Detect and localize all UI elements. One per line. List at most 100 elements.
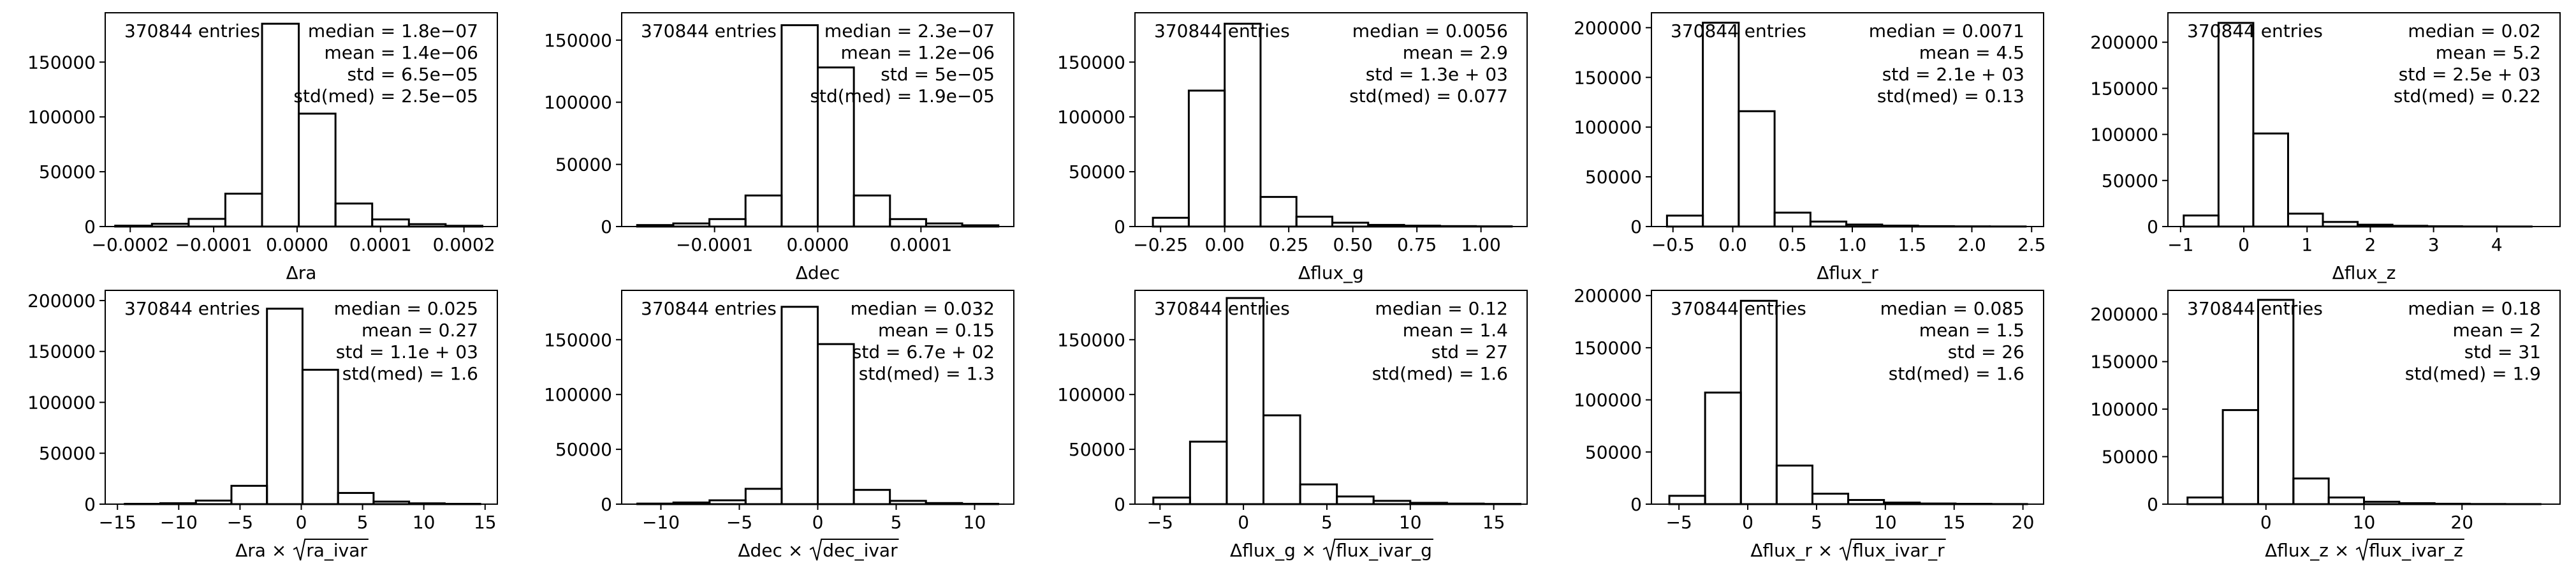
histogram-bar [1403,225,1441,228]
histogram-bar [1668,495,1706,505]
histogram-bar [187,218,226,228]
x-tick-label: 0.0001 [349,234,412,255]
histogram-bar [1367,223,1405,228]
x-tick-label: 0 [2260,512,2272,533]
histogram-bar [371,218,410,228]
histogram-bar [1809,220,1848,228]
histogram-bar [853,194,891,228]
histogram-panel-5: −1 0 1 2 3 4 0 50000 100000 150000 200000 370844 en… [2090,12,2561,283]
x-tick-label: 5 [1321,512,1333,533]
histogram-bar [301,368,339,505]
x-tick-label: −0.25 [1133,234,1188,255]
histogram-bar [1331,221,1370,228]
stat-line: mean = 5.2 [2436,42,2541,63]
histogram-panel-6: −15 −10 −5 0 5 10 15 0 50000 100000 150000 200000 37… [27,290,498,561]
histogram-bar [2292,477,2330,505]
y-tick-label: 150000 [2090,352,2158,373]
y-tick-label: 150000 [1057,52,1125,73]
y-tick-label: 0 [2147,216,2158,237]
y-tick-label: 200000 [1574,17,1642,38]
x-tick-label: 0.00 [1205,234,1245,255]
histogram-bar [1224,22,1262,228]
stat-line: mean = 0.27 [362,320,478,341]
histogram-bar [1262,414,1301,505]
histogram-bar [1881,225,1919,228]
stat-line: mean = 2.9 [1403,42,1508,63]
y-tick-label: 100000 [1574,390,1642,411]
histogram-bar [298,112,337,228]
histogram-panel-3: −0.25 0.00 0.25 0.50 0.75 1.00 0 50000 100000 150… [1057,12,1528,283]
y-tick-label: 0 [1630,494,1642,515]
histogram-bar [372,500,411,505]
histogram-bar [636,224,675,228]
stat-line: median = 0.032 [851,298,995,319]
x-tick-label: −5 [1666,512,1692,533]
x-tick-label: 1.5 [1898,234,1926,255]
y-tick-label: 100000 [544,92,612,113]
y-tick-label: 50000 [1585,167,1642,188]
x-axis-label: Δflux_r × flux_ivar_r [1750,540,1945,561]
stat-line: std = 27 [1431,341,1508,362]
stat-line: median = 2.3e−07 [824,20,995,41]
sqrt-radical [1839,539,1946,561]
stat-line: median = 0.085 [1880,298,2024,319]
entries-label: 370844 entries [2187,298,2323,319]
histogram-bar [672,222,711,228]
histogram-panel-2: −0.0001 0.0000 0.0001 0 50000 100000 150000 370… [544,12,1014,283]
y-tick-label: 0 [1114,494,1125,515]
x-tick-label: 0.0000 [787,234,849,255]
entries-label: 370844 entries [1671,20,1806,41]
sqrt-radical [1322,539,1433,561]
histogram-bar [1704,391,1742,505]
x-tick-label: 0.0000 [266,234,328,255]
histogram-bar [1152,496,1191,505]
entries-label: 370844 entries [124,20,260,41]
histogram-bar [1295,216,1334,228]
histogram-bar [224,192,263,228]
histogram-bar [817,343,855,505]
histogram-bar [2221,409,2259,505]
histogram-bar [2186,496,2224,505]
y-tick-label: 50000 [39,161,96,183]
stat-line: median = 1.8e−07 [308,20,478,41]
histogram-bar [889,500,927,505]
y-tick-label: 50000 [39,443,96,464]
x-axis-label: Δdec × dec_ivar [738,540,898,561]
x-axis-label: Δflux_g [1298,262,1364,283]
histogram-bar [2287,213,2324,228]
entries-label: 370844 entries [124,298,260,319]
x-tick-label: 0.25 [1269,234,1308,255]
x-tick-label: 0.5 [1778,234,1807,255]
histogram-bar [1811,493,1850,505]
x-tick-label: 0.0001 [889,234,952,255]
stat-line: std = 6.5e−05 [348,64,478,85]
histogram-bar [407,223,447,228]
y-tick-label: 100000 [1057,107,1125,128]
x-tick-label: 10 [1399,512,1422,533]
x-tick-label: −5 [726,512,752,533]
entries-label: 370844 entries [641,20,777,41]
histogram-bar [1773,211,1811,228]
y-tick-label: 100000 [2090,124,2158,146]
x-tick-label: 0.0002 [433,234,495,255]
y-tick-label: 0 [84,494,96,515]
x-tick-label: 0 [296,512,307,533]
x-axis-label: Δflux_g × flux_ivar_g [1230,540,1432,561]
y-tick-label: 100000 [1574,117,1642,138]
x-axis-label: Δflux_z × flux_ivar_z [2265,540,2463,561]
histogram-bar [780,306,819,505]
histogram-panel-8: −5 0 5 10 15 0 50000 100000 150000 370844 entries… [1057,290,1528,561]
y-tick-label: 0 [601,216,612,237]
x-axis-label: Δflux_r [1817,262,1878,283]
x-tick-label: 5 [357,512,369,533]
histogram-bar [2357,223,2394,228]
x-tick-label: −0.5 [1651,234,1695,255]
stat-line: mean = 2 [2453,320,2541,341]
x-tick-label: 0 [1742,512,1753,533]
histogram-bar [1883,502,1921,505]
x-tick-label: −10 [642,512,680,533]
stat-line: median = 0.0071 [1869,20,2024,41]
y-tick-label: 50000 [555,439,612,460]
histogram-bar [2183,214,2220,228]
y-tick-label: 0 [2147,494,2158,515]
